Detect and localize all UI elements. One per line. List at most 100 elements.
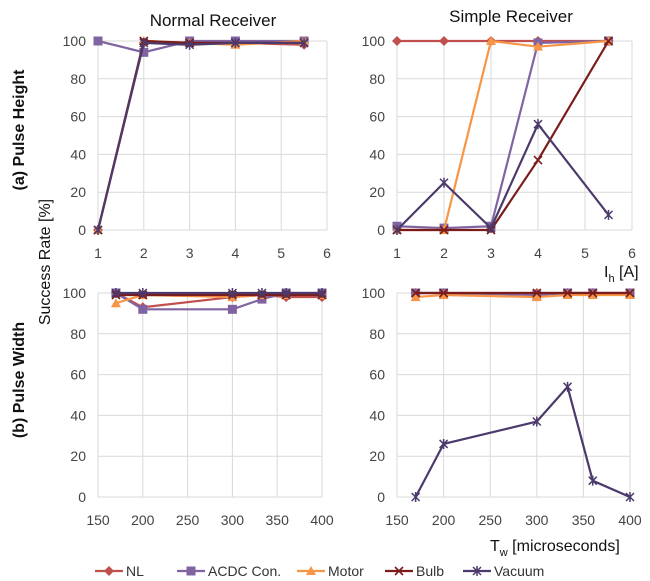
data-point-vacuum [439, 438, 449, 449]
y-tick-label: 40 [369, 407, 385, 423]
legend-label: Bulb [416, 563, 444, 579]
x-tick-label: 5 [277, 245, 285, 261]
data-point-bulb [439, 288, 449, 298]
x-tick-label: 250 [176, 512, 200, 528]
series-vacuum [411, 381, 635, 502]
x-tick-label: 200 [432, 512, 456, 528]
series-motor [410, 290, 635, 302]
y-tick-label: 80 [70, 71, 86, 87]
data-point-motor [438, 290, 449, 300]
data-point-acdc-con [93, 36, 103, 46]
legend-item-acdc-con: ACDC Con. [177, 563, 281, 579]
y-tick-label: 80 [369, 71, 385, 87]
x-tick-label: 300 [525, 512, 549, 528]
data-point-vacuum [281, 288, 291, 298]
x-tick-label: 400 [310, 512, 334, 528]
legend-marker-motor [306, 566, 316, 575]
data-point-vacuum [533, 119, 543, 130]
y-tick-label: 80 [369, 326, 385, 342]
series-line-motor [96, 39, 305, 231]
x-tick-label: 400 [618, 512, 642, 528]
y-tick-label: 20 [369, 184, 385, 200]
series-line-nl [96, 41, 305, 231]
data-point-vacuum [139, 37, 149, 48]
x-tick-label: 3 [186, 245, 194, 261]
y-tick-label: 100 [63, 33, 87, 49]
legend-marker-nl [104, 566, 114, 576]
row-label-pulse-height: (a) Pulse Height [11, 69, 28, 191]
x-tick-label: 6 [323, 245, 331, 261]
data-point-motor [486, 36, 496, 45]
y-tick-label: 40 [369, 146, 385, 162]
y-tick-label: 80 [70, 326, 86, 342]
data-point-bulb [603, 36, 614, 46]
legend-item-motor: Motor [297, 563, 364, 579]
data-point-vacuum [392, 225, 402, 235]
data-point-motor [625, 290, 635, 300]
y-tick-label: 20 [369, 448, 385, 464]
data-point-motor [562, 290, 573, 300]
legend-marker-vacuum [472, 566, 482, 576]
y-tick-label: 0 [377, 222, 385, 238]
data-point-bulb [532, 288, 542, 298]
legend-label: ACDC Con. [208, 563, 281, 579]
y-tick-label: 20 [70, 184, 86, 200]
data-point-nl [392, 36, 402, 46]
data-point-vacuum [411, 492, 421, 502]
legend-marker-acdc-con [186, 566, 196, 576]
legend-item-bulb: Bulb [385, 563, 444, 579]
data-point-motor [110, 298, 121, 308]
data-point-vacuum [563, 381, 573, 392]
y-tick-label: 0 [78, 222, 86, 238]
x-tick-label: 200 [131, 512, 155, 528]
series-line-bulb [96, 39, 305, 231]
row-label-pulse-width: (b) Pulse Width [11, 322, 28, 438]
data-point-vacuum [317, 288, 327, 298]
data-point-nl [439, 36, 449, 46]
data-point-bulb [588, 288, 598, 298]
data-point-vacuum [625, 492, 635, 502]
x-tick-label: 350 [266, 512, 290, 528]
series-line-vacuum [414, 385, 631, 499]
data-point-motor [531, 292, 542, 302]
x-tick-label: 4 [232, 245, 240, 261]
x-axis-label-current: Ih [A] [604, 264, 639, 285]
series-bulb [411, 288, 635, 298]
data-point-vacuum [439, 177, 449, 188]
data-point-vacuum [299, 37, 309, 48]
series-vacuum [93, 37, 309, 235]
data-point-vacuum [230, 37, 240, 48]
legend-label: Vacuum [494, 563, 544, 579]
series-line-vacuum [96, 41, 305, 231]
data-point-vacuum [603, 209, 614, 220]
panel-simple-receiver-pulse-width: 0 20 40 60 80 100 150 200 250 300 350 400 [362, 285, 642, 528]
legend-marker-bulb [394, 566, 404, 576]
y-tick-label: 100 [362, 33, 386, 49]
panel-normal-receiver-pulse-height: 0 20 40 60 80 100 1 2 3 4 5 6 [63, 33, 331, 261]
data-point-motor [587, 290, 598, 300]
y-tick-label: 60 [369, 367, 385, 383]
y-tick-label: 60 [369, 109, 385, 125]
data-point-vacuum [227, 288, 237, 298]
series-vacuum [392, 119, 614, 235]
legend-label: NL [126, 563, 144, 579]
x-tick-label: 150 [385, 512, 409, 528]
y-tick-label: 0 [78, 489, 86, 505]
data-point-vacuum [588, 475, 598, 486]
x-axis-label-width: Tw [microseconds] [490, 538, 620, 559]
x-tick-label: 1 [94, 245, 102, 261]
data-point-vacuum [138, 288, 148, 298]
series-line-motor [415, 293, 630, 299]
data-point-acdc-con [257, 294, 267, 304]
y-tick-label: 100 [63, 285, 87, 301]
series-vacuum [111, 288, 327, 298]
series-motor [93, 36, 310, 234]
data-point-bulb [411, 288, 421, 298]
data-point-vacuum [185, 39, 195, 50]
y-tick-label: 40 [70, 146, 86, 162]
y-tick-label: 100 [362, 285, 386, 301]
data-point-bulb [625, 288, 635, 298]
x-tick-label: 150 [86, 512, 110, 528]
